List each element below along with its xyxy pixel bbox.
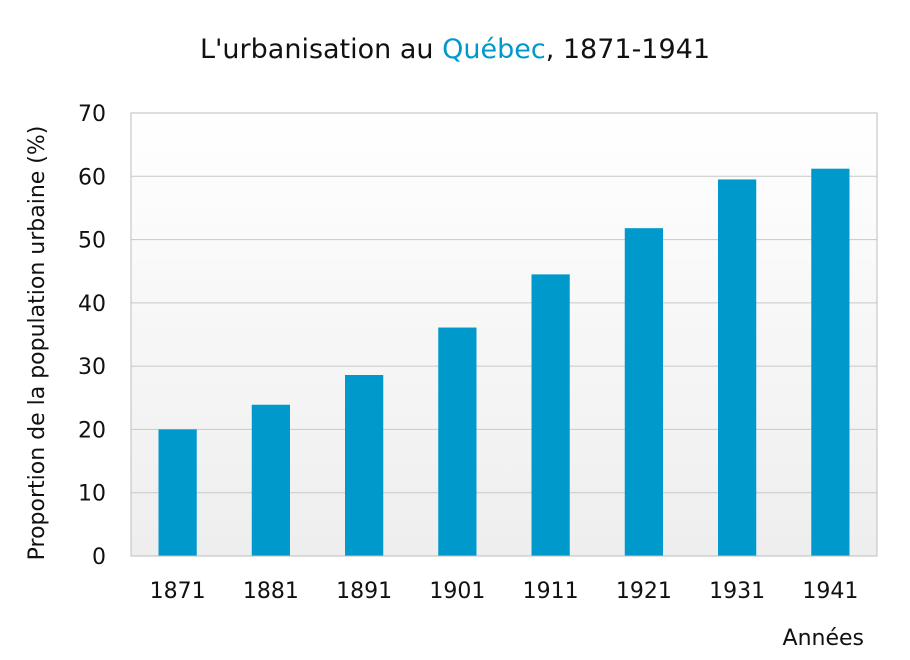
x-tick-label-1911: 1911	[523, 579, 579, 604]
y-tick-label: 60	[78, 165, 106, 190]
bar-1901	[438, 327, 477, 556]
plot-border	[130, 112, 878, 557]
y-tick-label: 40	[78, 292, 106, 317]
y-tick-label: 0	[92, 545, 106, 570]
x-tick-label-1931: 1931	[709, 579, 765, 604]
y-axis-ticks: 0 10 20 30 40 50 60 70	[78, 102, 106, 570]
x-axis-label: Années	[783, 626, 864, 651]
x-tick-label-1921: 1921	[616, 579, 672, 604]
x-tick-label-1901: 1901	[429, 579, 485, 604]
y-tick-label: 70	[78, 102, 106, 127]
bar-1911	[531, 274, 570, 556]
bars	[158, 168, 850, 557]
bar-1891	[345, 375, 384, 556]
y-tick-label: 10	[78, 482, 106, 507]
x-axis-ticks: 1871 1881 1891 1901 1911 1921 1931 1941	[150, 579, 859, 604]
y-tick-label: 50	[78, 229, 106, 254]
x-tick-label-1891: 1891	[336, 579, 392, 604]
chart-title-suffix: , 1871-1941	[546, 34, 710, 65]
bar-1881	[251, 404, 290, 556]
plot-area	[131, 113, 877, 556]
x-tick-label-1871: 1871	[150, 579, 206, 604]
bar-1941	[811, 168, 850, 557]
chart-title: L'urbanisation au Québec, 1871-1941	[200, 34, 710, 65]
bar-1931	[718, 179, 757, 556]
bar-1921	[624, 228, 663, 556]
y-tick-label: 30	[78, 355, 106, 380]
y-tick-label: 20	[78, 418, 106, 443]
x-tick-label-1941: 1941	[802, 579, 858, 604]
x-tick-label-1881: 1881	[243, 579, 299, 604]
y-axis-label: Proportion de la population urbaine (%)	[25, 126, 50, 561]
bar-1871	[158, 429, 197, 556]
plot-frame	[130, 112, 878, 557]
chart-title-highlight: Québec	[442, 34, 546, 65]
chart-title-prefix: L'urbanisation au	[200, 34, 442, 65]
